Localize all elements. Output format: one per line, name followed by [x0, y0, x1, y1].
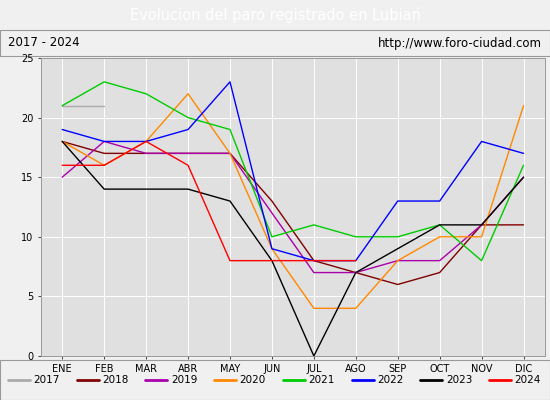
Text: 2024: 2024	[515, 375, 541, 385]
Text: http://www.foro-ciudad.com: http://www.foro-ciudad.com	[378, 36, 542, 50]
Text: 2017: 2017	[33, 375, 59, 385]
Text: 2023: 2023	[446, 375, 472, 385]
Text: 2022: 2022	[377, 375, 403, 385]
Text: 2017 - 2024: 2017 - 2024	[8, 36, 80, 50]
Text: Evolucion del paro registrado en Lubiań: Evolucion del paro registrado en Lubiań	[129, 7, 421, 23]
Text: 2019: 2019	[170, 375, 197, 385]
Text: 2021: 2021	[308, 375, 334, 385]
Text: 2018: 2018	[102, 375, 128, 385]
Text: 2020: 2020	[240, 375, 266, 385]
